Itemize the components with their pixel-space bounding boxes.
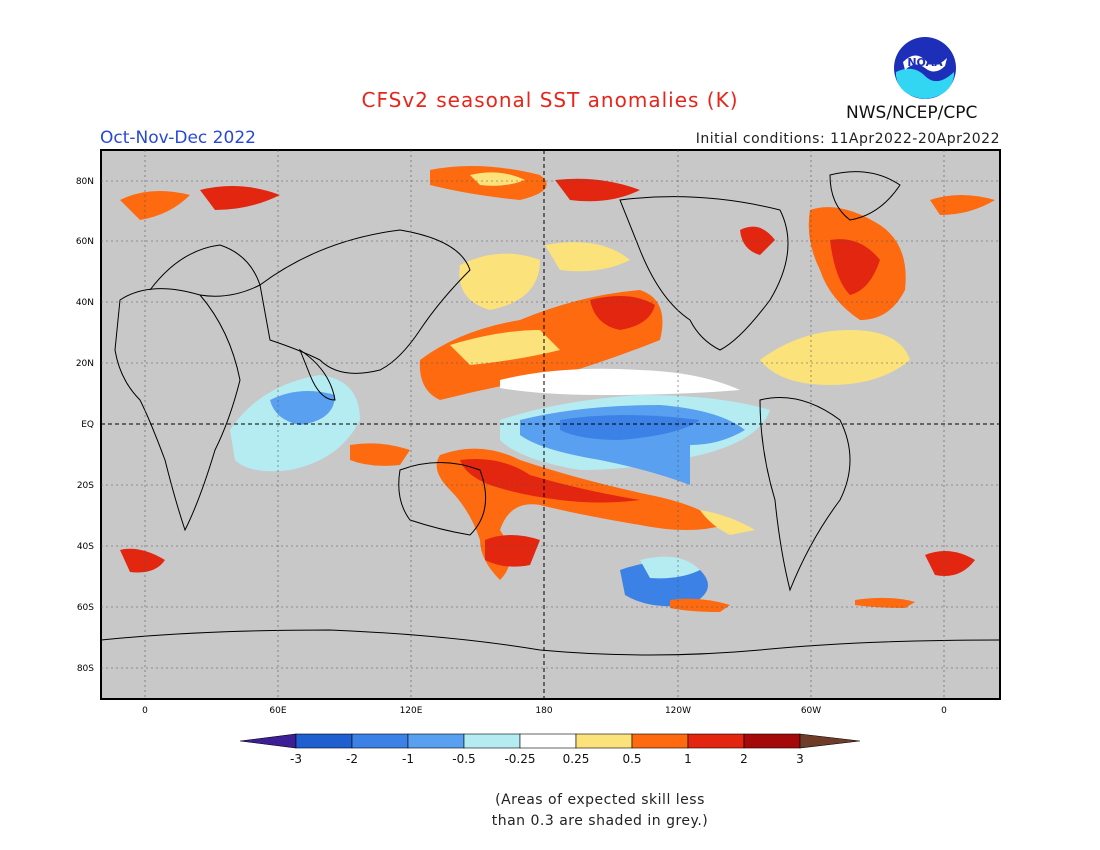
colorbar-swatch xyxy=(519,733,577,749)
lon-label: 180 xyxy=(535,706,552,716)
lat-label: 40N xyxy=(76,298,94,308)
chart-title: CFSv2 seasonal SST anomalies (K) xyxy=(361,88,739,112)
colorbar-swatch xyxy=(295,733,353,749)
skill-note-line2: than 0.3 are shaded in grey.) xyxy=(491,813,709,829)
noaa-logo: NOAA xyxy=(894,37,956,99)
lon-label: 120E xyxy=(400,706,423,716)
logo-text: NOAA xyxy=(907,56,943,69)
colorbar-low-arrow xyxy=(239,733,297,749)
graticule xyxy=(101,150,1000,699)
colorbar-swatch xyxy=(463,733,521,749)
lon-labels: 0 60E 120E 180 120W 60W 0 xyxy=(142,706,947,716)
lat-label: 60S xyxy=(77,603,94,613)
lat-label: 80S xyxy=(77,664,94,674)
lat-label: 20S xyxy=(77,481,94,491)
colorbar-swatch xyxy=(743,733,801,749)
colorbar-label: 2 xyxy=(740,752,748,766)
lat-labels: 80N 60N 40N 20N EQ 20S 40S 60S 80S xyxy=(76,177,94,674)
skill-note-line1: (Areas of expected skill less xyxy=(495,792,705,808)
initial-conditions-label: Initial conditions: 11Apr2022-20Apr2022 xyxy=(695,131,1000,147)
colorbar-swatch xyxy=(687,733,745,749)
lon-label: 0 xyxy=(142,706,148,716)
colorbar-swatch xyxy=(407,733,465,749)
lon-label: 60E xyxy=(269,706,286,716)
season-label: Oct-Nov-Dec 2022 xyxy=(100,128,256,148)
lat-label: 20N xyxy=(76,359,94,369)
colorbar-high-arrow xyxy=(799,733,861,749)
skill-note: (Areas of expected skill less than 0.3 a… xyxy=(470,790,730,832)
colorbar-label: 0.25 xyxy=(563,752,590,766)
colorbar-label: 3 xyxy=(796,752,804,766)
colorbar-label: -0.25 xyxy=(504,752,535,766)
lat-label: 60N xyxy=(76,237,94,247)
colorbar xyxy=(239,733,861,749)
colorbar-labels: -3 -2 -1 -0.5 -0.25 0.25 0.5 1 2 3 xyxy=(290,752,804,766)
colorbar-label: -3 xyxy=(290,752,302,766)
coastlines xyxy=(101,171,1000,656)
lat-label: EQ xyxy=(81,420,94,430)
colorbar-label: -0.5 xyxy=(452,752,475,766)
lon-label: 0 xyxy=(941,706,947,716)
colorbar-swatch xyxy=(631,733,689,749)
lon-label: 60W xyxy=(801,706,821,716)
lat-label: 40S xyxy=(77,542,94,552)
colorbar-swatch xyxy=(351,733,409,749)
agency-label: NWS/NCEP/CPC xyxy=(846,103,978,123)
lon-label: 120W xyxy=(665,706,691,716)
colorbar-swatch xyxy=(575,733,633,749)
colorbar-label: 0.5 xyxy=(622,752,641,766)
colorbar-label: -1 xyxy=(402,752,414,766)
colorbar-label: -2 xyxy=(346,752,358,766)
colorbar-label: 1 xyxy=(684,752,692,766)
lat-label: 80N xyxy=(76,177,94,187)
